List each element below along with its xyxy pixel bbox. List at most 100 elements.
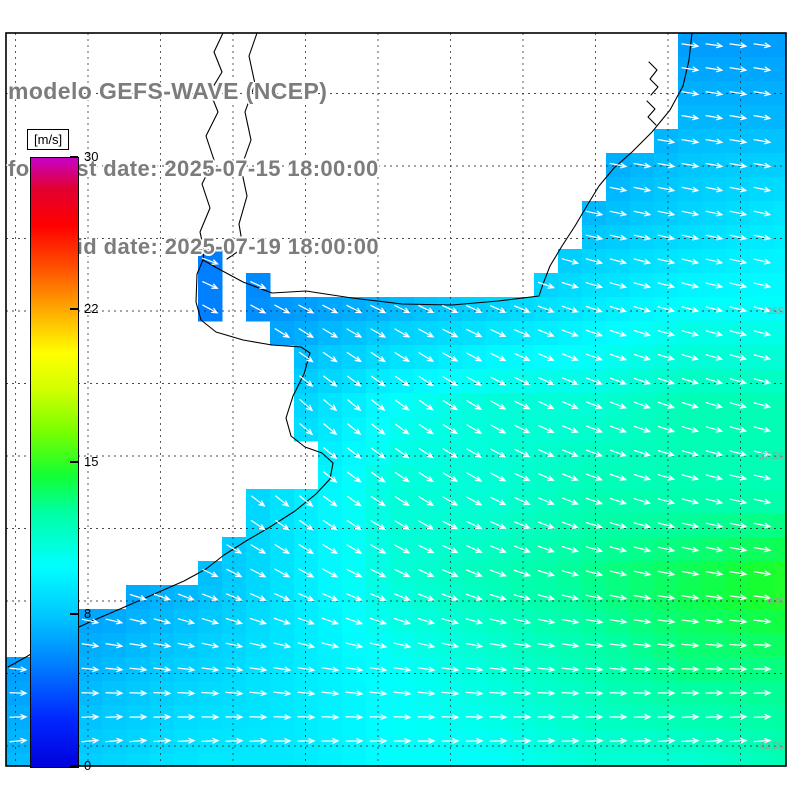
colorbar — [30, 157, 79, 768]
colorbar-tick-label: 30 — [84, 149, 99, 164]
wind-arrow-icon — [393, 714, 412, 721]
colorbar-tick-label: 22 — [84, 301, 99, 317]
wind-arrow-icon — [538, 353, 555, 361]
wind-arrow-icon — [609, 449, 627, 457]
wind-arrow-icon — [299, 495, 314, 507]
wind-arrow-icon — [441, 642, 460, 649]
wind-arrow-icon — [441, 618, 460, 625]
wind-arrow-icon — [729, 474, 748, 481]
wind-arrow-icon — [585, 282, 604, 289]
wind-arrow-icon — [466, 545, 483, 553]
wind-arrow-icon — [441, 666, 460, 673]
wind-arrow-icon — [322, 568, 339, 578]
wind-arrow-icon — [585, 521, 604, 529]
wind-arrow-icon — [418, 375, 434, 387]
ocean-cell — [486, 753, 511, 767]
wind-arrow-icon — [370, 471, 386, 483]
wind-arrow-icon — [297, 738, 316, 744]
wind-arrow-icon — [609, 401, 627, 409]
wind-arrow-icon — [418, 423, 434, 435]
wind-arrow-icon — [322, 593, 339, 601]
wind-arrow-icon — [513, 666, 532, 673]
wind-arrow-icon — [585, 594, 604, 601]
wind-arrow-icon — [514, 448, 531, 458]
wind-arrow-icon — [345, 714, 364, 721]
wind-arrow-icon — [394, 544, 411, 554]
wind-arrow-icon — [201, 737, 220, 744]
title-block: modelo GEFS-WAVE (NCEP) forecast date: 2… — [8, 26, 379, 312]
wind-arrow-icon — [633, 401, 651, 409]
wind-arrow-icon — [226, 544, 243, 554]
wind-arrow-icon — [9, 690, 28, 696]
wind-arrow-icon — [418, 304, 435, 314]
wind-arrow-icon — [465, 642, 484, 649]
wind-arrow-icon — [585, 642, 604, 649]
wind-arrow-icon — [298, 519, 314, 531]
ocean-cell — [774, 57, 787, 82]
ocean-cell — [606, 753, 631, 767]
wind-arrow-icon — [657, 498, 676, 505]
ocean-cell — [510, 753, 535, 767]
wind-arrow-icon — [299, 423, 314, 436]
wind-arrow-icon — [490, 424, 507, 434]
wind-arrow-icon — [370, 447, 386, 459]
wind-arrow-icon — [585, 353, 603, 361]
wind-arrow-icon — [274, 593, 291, 601]
graticule-layer — [6, 33, 786, 766]
wind-arrow-icon — [657, 642, 676, 649]
wind-arrow-icon — [298, 304, 315, 314]
wind-arrow-icon — [273, 738, 292, 744]
wind-arrow-icon — [321, 666, 340, 673]
wind-arrow-icon — [657, 401, 676, 409]
wind-arrow-icon — [729, 642, 748, 649]
wind-arrow-icon — [418, 328, 435, 338]
wind-arrow-icon — [346, 495, 362, 507]
wind-arrow-icon — [394, 520, 411, 530]
wind-arrow-icon — [681, 377, 700, 385]
wind-arrow-icon — [177, 690, 196, 697]
river2-line — [226, 32, 258, 260]
wind-arrow-icon — [442, 544, 459, 554]
wind-arrow-icon — [177, 666, 196, 673]
wind-arrow-icon — [129, 714, 148, 720]
wind-arrow-icon — [681, 401, 700, 409]
wind-arrow-icon — [633, 258, 652, 265]
wind-arrow-icon — [298, 568, 315, 578]
wind-arrow-icon — [609, 714, 628, 720]
ocean-cell — [774, 537, 787, 562]
wind-arrow-icon — [753, 618, 772, 625]
ocean-cell — [774, 609, 787, 634]
wind-arrow-icon — [561, 449, 579, 457]
wind-arrow-icon — [681, 570, 700, 577]
ocean-cell — [318, 753, 343, 767]
wind-arrow-icon — [513, 714, 532, 720]
wind-arrow-icon — [657, 330, 676, 337]
wind-arrow-icon — [753, 354, 772, 361]
ocean-cell — [774, 657, 787, 682]
wind-arrow-icon — [489, 642, 508, 649]
wind-arrows-layer — [9, 42, 772, 744]
forecast-date-line: forecast date: 2025-07-15 18:00:00 — [8, 156, 379, 181]
wind-arrow-icon — [729, 546, 748, 553]
wind-arrow-icon — [105, 642, 124, 649]
ocean-cell — [774, 177, 787, 202]
wind-arrow-icon — [537, 642, 556, 649]
wind-arrow-icon — [705, 594, 724, 601]
wind-arrow-icon — [561, 714, 580, 720]
wind-arrow-icon — [466, 472, 483, 482]
wind-arrow-icon — [585, 714, 604, 720]
wind-arrow-icon — [418, 447, 434, 459]
wind-arrow-icon — [202, 304, 219, 314]
wind-arrow-icon — [347, 423, 362, 435]
wind-arrow-icon — [657, 138, 676, 145]
wind-arrow-icon — [657, 186, 676, 193]
wind-arrow-icon — [633, 449, 652, 457]
wind-arrow-icon — [633, 234, 652, 241]
colorbar-tick-label: 15 — [84, 453, 99, 469]
wind-arrow-icon — [753, 642, 772, 649]
ocean-cell — [270, 753, 295, 767]
wind-arrow-icon — [369, 714, 388, 721]
wind-arrow-icon — [657, 282, 676, 289]
colorbar-tick-mark — [70, 156, 78, 158]
